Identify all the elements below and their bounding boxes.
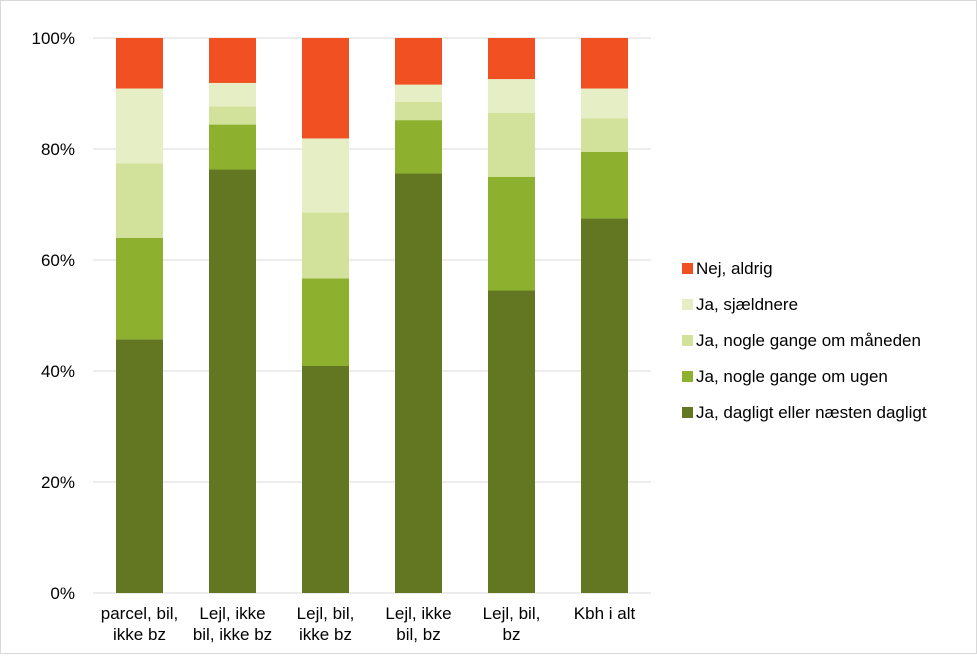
x-tick-label: bil, ikke bz: [193, 625, 272, 644]
y-tick-label: 60%: [41, 251, 75, 270]
bar-segment: [488, 290, 535, 593]
x-tick-label: Lejl, bil,: [297, 604, 355, 623]
bar-segment: [116, 38, 163, 89]
bar-segment: [302, 138, 349, 213]
legend-label: Ja, nogle gange om ugen: [696, 367, 888, 386]
legend-swatch: [682, 335, 693, 346]
x-tick-label: Lejl, ikke: [199, 604, 265, 623]
y-tick-label: 20%: [41, 473, 75, 492]
bar-segment: [395, 38, 442, 85]
x-tick-label: ikke bz: [113, 625, 166, 644]
bar-segment: [395, 101, 442, 121]
bar-segment: [116, 88, 163, 164]
legend-swatch: [682, 263, 693, 274]
legend-swatch: [682, 371, 693, 382]
y-tick-label: 100%: [32, 29, 75, 48]
bar-segment: [581, 38, 628, 89]
bar-segment: [581, 218, 628, 593]
x-tick-label: ikke bz: [299, 625, 352, 644]
y-tick-label: 0%: [50, 584, 75, 603]
bars: [116, 38, 628, 594]
bar-segment: [116, 237, 163, 340]
bar-segment: [488, 38, 535, 80]
y-tick-label: 40%: [41, 362, 75, 381]
bar-segment: [209, 124, 256, 170]
legend-label: Ja, dagligt eller næsten dagligt: [696, 403, 927, 422]
y-axis: 0% 20% 40% 60% 80% 100%: [32, 29, 75, 603]
x-tick-label: bz: [503, 625, 521, 644]
bar-segment: [395, 84, 442, 102]
legend-label: Nej, aldrig: [696, 259, 773, 278]
bar-segment: [488, 79, 535, 113]
legend-label: Ja, nogle gange om måneden: [696, 331, 921, 350]
x-tick-label: bil, bz: [396, 625, 440, 644]
bar-segment: [302, 278, 349, 367]
legend: Nej, aldrig Ja, sjældnere Ja, nogle gange …: [682, 259, 927, 422]
legend-swatch: [682, 299, 693, 310]
bar-segment: [395, 173, 442, 594]
bar-segment: [302, 38, 349, 139]
bar-segment: [395, 120, 442, 174]
x-tick-label: Lejl, ikke: [385, 604, 451, 623]
bar-segment: [488, 112, 535, 177]
bar-segment: [581, 88, 628, 119]
bar-segment: [302, 366, 349, 593]
bar-segment: [302, 212, 349, 279]
bar-segment: [116, 339, 163, 593]
bar-segment: [209, 169, 256, 593]
x-tick-label: parcel, bil,: [101, 604, 178, 623]
bar-segment: [209, 38, 256, 83]
legend-swatch: [682, 407, 693, 418]
bar-segment: [116, 163, 163, 238]
legend-label: Ja, sjældnere: [696, 295, 798, 314]
gridlines: [93, 37, 651, 594]
bar-segment: [488, 176, 535, 291]
bar-segment: [581, 151, 628, 219]
x-tick-label: Lejl, bil,: [483, 604, 541, 623]
bar-segment: [581, 118, 628, 152]
bar-segment: [209, 106, 256, 125]
y-tick-label: 80%: [41, 140, 75, 159]
x-axis: parcel, bil, ikke bz Lejl, ikke bil, ikke b…: [101, 604, 636, 644]
bar-segment: [209, 82, 256, 107]
x-tick-label: Kbh i alt: [574, 604, 636, 623]
